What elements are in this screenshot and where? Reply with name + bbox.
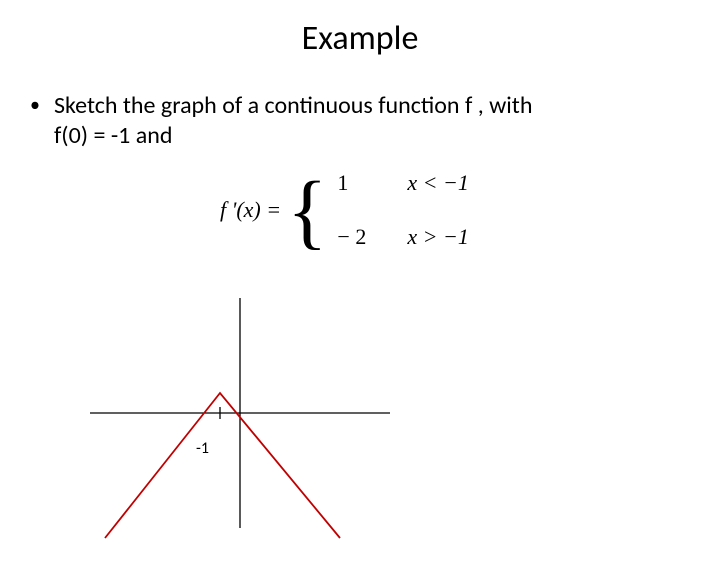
graph: -1 [70, 298, 410, 558]
tick-label: -1 [196, 439, 209, 458]
page-title: Example [0, 18, 720, 59]
case-value: − 2 [337, 224, 407, 250]
case-row: 1 x < −1 [337, 170, 468, 196]
case-condition: x < −1 [407, 170, 468, 196]
brace-icon: { [287, 182, 327, 242]
graph-svg [70, 298, 410, 558]
bullet-line-1: Sketch the graph of a continuous functio… [54, 91, 532, 120]
bullet-line-2: f(0) = -1 and [54, 121, 173, 150]
case-row: − 2 x > −1 [337, 224, 468, 250]
equation-lhs: f '(x) = [220, 197, 281, 223]
case-value: 1 [337, 170, 407, 196]
curve [105, 393, 340, 538]
derivative-equation: f '(x) = { 1 x < −1 − 2 x > −1 [220, 170, 469, 250]
equation-cases: 1 x < −1 − 2 x > −1 [337, 170, 468, 250]
bullet-marker: • [30, 91, 40, 119]
bullet-text: Sketch the graph of a continuous functio… [54, 91, 532, 151]
case-condition: x > −1 [407, 224, 468, 250]
bullet-item: • Sketch the graph of a continuous funct… [30, 91, 690, 151]
